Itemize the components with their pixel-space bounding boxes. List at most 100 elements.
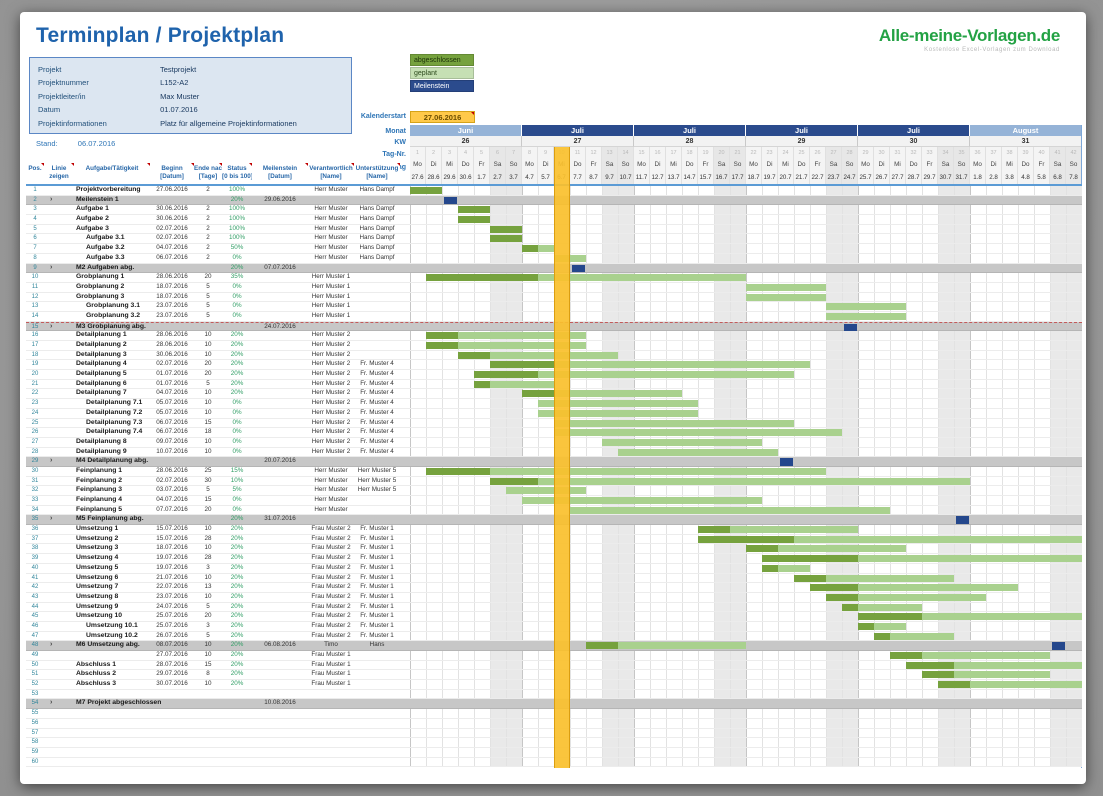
kw-cell[interactable]: 27 [522, 136, 634, 147]
milestone-date-cell[interactable] [252, 486, 308, 495]
duration-cell[interactable] [194, 699, 222, 708]
milestone-date-cell[interactable] [252, 661, 308, 670]
gantt-bar-planned[interactable] [698, 526, 858, 534]
responsible-cell[interactable]: Frau Muster 1 [311, 660, 351, 668]
responsible-cell[interactable]: Herr Muster 2 [311, 360, 351, 368]
line-toggle-cell[interactable] [44, 254, 74, 263]
duration-cell[interactable]: 5 [206, 486, 210, 494]
duration-cell[interactable]: 2 [206, 224, 210, 232]
gantt-bar-planned[interactable] [842, 603, 922, 611]
support-cell[interactable] [354, 496, 400, 505]
responsible-cell[interactable] [308, 515, 354, 524]
status-cell[interactable]: 0% [232, 496, 242, 503]
task-name-cell[interactable]: Detailplanung 7.1 [86, 399, 143, 407]
milestone-date-cell[interactable] [252, 477, 308, 486]
line-toggle-cell[interactable]: › [50, 457, 53, 465]
responsible-cell[interactable]: Frau Muster 1 [311, 680, 351, 688]
duration-cell[interactable]: 10 [204, 331, 212, 339]
column-header-linie-zeigen[interactable]: Linie zeigen [44, 163, 74, 184]
duration-cell[interactable]: 10 [204, 525, 212, 533]
responsible-cell[interactable]: Herr Muster [314, 466, 348, 474]
support-cell[interactable]: Fr. Muster 4 [360, 418, 394, 426]
line-toggle-cell[interactable]: › [50, 515, 53, 523]
begin-date-cell[interactable]: 19.07.2016 [156, 554, 188, 562]
duration-cell[interactable]: 3 [206, 563, 210, 571]
milestone-date-cell[interactable] [252, 544, 308, 553]
task-name-cell[interactable] [74, 651, 150, 660]
support-cell[interactable]: Hans Dampf [359, 224, 395, 232]
status-cell[interactable]: 0% [232, 399, 242, 407]
responsible-cell[interactable]: Herr Muster [314, 505, 348, 513]
gantt-bar-planned[interactable] [490, 477, 970, 485]
task-name-cell[interactable]: Detailplanung 9 [76, 447, 127, 455]
line-toggle-cell[interactable]: › [50, 322, 53, 330]
duration-cell[interactable]: 10 [204, 408, 212, 416]
support-cell[interactable]: Fr. Muster 4 [360, 447, 394, 455]
status-cell[interactable]: 20% [230, 651, 244, 658]
gantt-bar-planned[interactable] [474, 371, 794, 379]
begin-date-cell[interactable]: 18.07.2016 [156, 544, 188, 552]
task-name-cell[interactable]: Umsetzung 8 [76, 592, 119, 600]
task-name-cell[interactable]: Detailplanung 5 [76, 370, 127, 378]
responsible-cell[interactable]: Herr Muster 2 [311, 399, 351, 407]
status-cell[interactable]: 20% [230, 670, 244, 678]
duration-cell[interactable]: 2 [206, 234, 210, 242]
task-name-cell[interactable]: Umsetzung 9 [76, 602, 119, 610]
begin-date-cell[interactable]: 06.07.2016 [156, 428, 188, 436]
begin-date-cell[interactable] [150, 738, 194, 747]
line-toggle-cell[interactable] [44, 389, 74, 398]
begin-date-cell[interactable]: 25.07.2016 [156, 621, 188, 629]
task-name-cell[interactable]: Detailplanung 3 [76, 350, 127, 358]
gantt-bar-planned[interactable] [858, 613, 1082, 621]
duration-cell[interactable]: 10 [204, 350, 212, 358]
duration-cell[interactable]: 20 [204, 505, 212, 513]
duration-cell[interactable]: 10 [204, 573, 212, 581]
milestone-date-cell[interactable]: 06.08.2016 [264, 641, 296, 649]
milestone-date-cell[interactable] [252, 690, 308, 699]
begin-date-cell[interactable]: 05.07.2016 [156, 399, 188, 407]
line-toggle-cell[interactable] [44, 729, 74, 738]
gantt-bar-planned[interactable] [746, 283, 826, 291]
support-cell[interactable]: Fr. Muster 1 [360, 534, 394, 542]
duration-cell[interactable]: 5 [206, 282, 210, 290]
begin-date-cell[interactable] [150, 457, 194, 466]
status-cell[interactable]: 0% [232, 282, 242, 290]
gantt-bar-planned[interactable] [554, 254, 586, 262]
duration-cell[interactable]: 2 [206, 253, 210, 261]
begin-date-cell[interactable]: 10.07.2016 [156, 447, 188, 455]
milestone-date-cell[interactable]: 20.07.2016 [264, 457, 296, 465]
begin-date-cell[interactable]: 06.07.2016 [156, 418, 188, 426]
line-toggle-cell[interactable] [44, 360, 74, 369]
gantt-bar-planned[interactable] [746, 545, 906, 553]
line-toggle-cell[interactable] [44, 215, 74, 224]
task-name-cell[interactable] [74, 758, 150, 767]
month-cell[interactable]: Juli [746, 125, 858, 136]
milestone-date-cell[interactable] [252, 748, 308, 757]
begin-date-cell[interactable]: 30.07.2016 [156, 680, 188, 688]
status-cell[interactable]: 0% [232, 505, 242, 513]
milestone-date-cell[interactable] [252, 428, 308, 437]
duration-cell[interactable]: 13 [204, 583, 212, 591]
info-value[interactable]: L152-A2 [160, 78, 189, 88]
duration-cell[interactable]: 10 [204, 544, 212, 552]
gantt-bar-planned[interactable] [474, 380, 554, 388]
info-value[interactable]: 01.07.2016 [160, 105, 198, 115]
task-name-cell[interactable]: M2 Aufgaben abg. [76, 263, 135, 271]
status-cell[interactable]: 20% [230, 631, 244, 639]
begin-date-cell[interactable]: 24.07.2016 [156, 602, 188, 610]
task-name-cell[interactable] [74, 709, 150, 718]
gantt-bar-planned[interactable] [794, 574, 954, 582]
info-value[interactable]: Testprojekt [159, 65, 197, 74]
responsible-cell[interactable] [308, 196, 354, 205]
task-name-cell[interactable]: M6 Umsetzung abg. [76, 641, 140, 649]
support-cell[interactable]: Fr. Muster 4 [360, 379, 394, 387]
gantt-bar-planned[interactable] [506, 487, 586, 495]
responsible-cell[interactable]: Herr Muster 2 [311, 447, 351, 455]
line-toggle-cell[interactable]: › [50, 263, 53, 271]
responsible-cell[interactable]: Herr Muster 2 [311, 341, 351, 348]
status-cell[interactable]: 20% [230, 592, 244, 600]
duration-cell[interactable]: 15 [204, 496, 212, 503]
responsible-cell[interactable]: Frau Muster 2 [311, 583, 351, 591]
duration-cell[interactable] [194, 457, 222, 466]
gantt-bar-planned[interactable] [490, 235, 522, 243]
